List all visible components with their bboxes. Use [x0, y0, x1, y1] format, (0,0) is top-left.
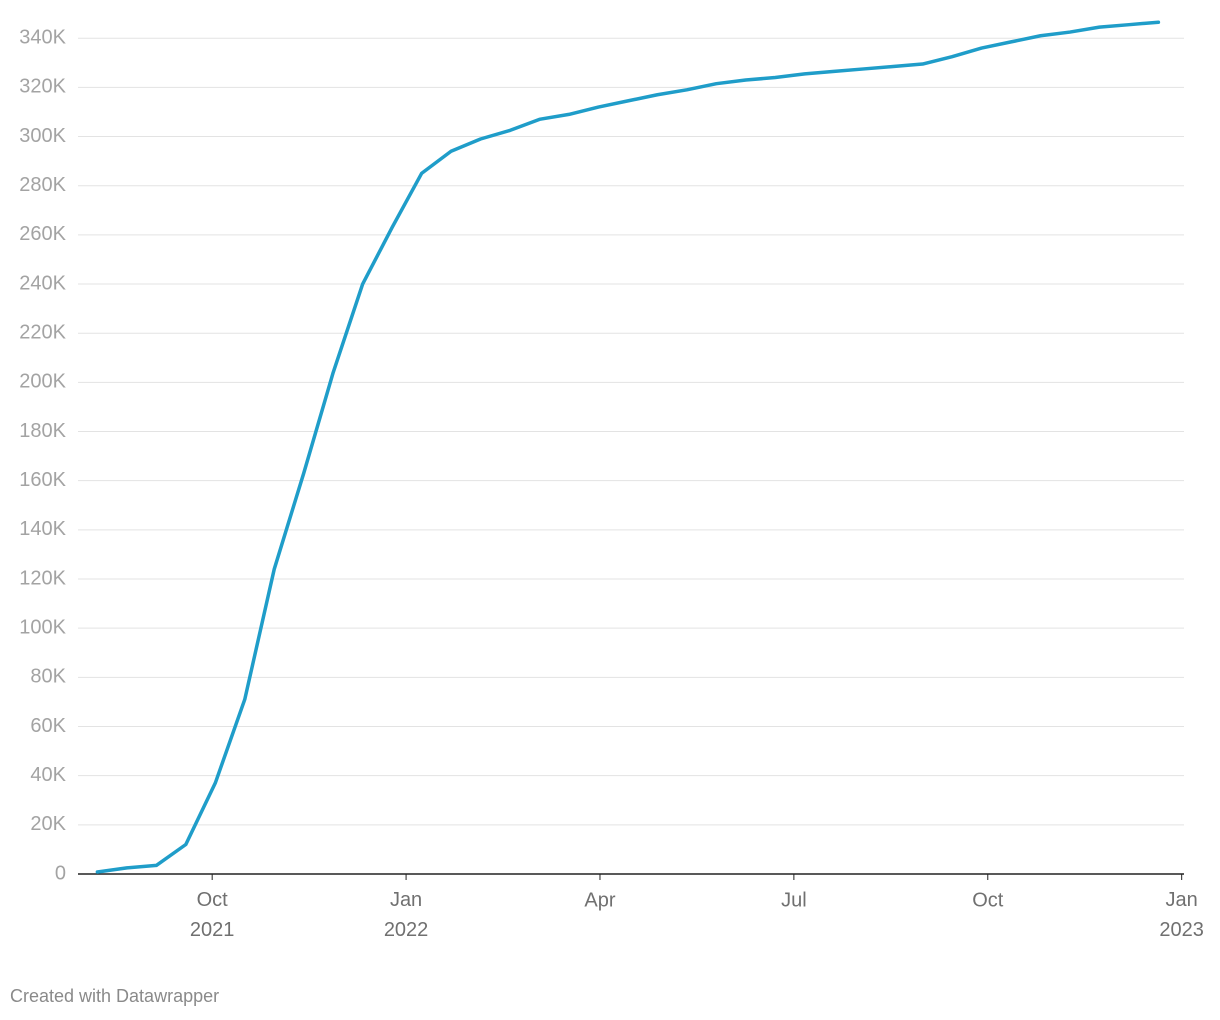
y-tick-label: 180K	[19, 420, 66, 442]
x-tick-label: Jul	[781, 889, 807, 911]
x-tick-label-line: Jan	[1166, 889, 1198, 911]
y-tick-label: 80K	[30, 666, 66, 688]
line	[95, 20, 1161, 874]
y-tick-label: 120K	[19, 567, 66, 589]
y-tick-label: 140K	[19, 518, 66, 540]
y-tick-label: 0	[55, 862, 66, 884]
y-tick-label: 240K	[19, 272, 66, 294]
x-tick-label-line: Jan	[390, 889, 422, 911]
y-tick-label: 200K	[19, 371, 66, 393]
x-tick-label: Jan 2023	[1159, 889, 1204, 941]
y-tick-label: 340K	[19, 26, 66, 48]
y-tick-label: 260K	[19, 223, 66, 245]
y-tick-label: 160K	[19, 469, 66, 491]
x-tick-label-line: 2022	[384, 919, 429, 941]
y-tick-label: 100K	[19, 616, 66, 638]
y-tick-label: 20K	[30, 813, 66, 835]
x-tick-label: Apr	[584, 889, 615, 911]
x-tick-label-line: 2023	[1159, 919, 1204, 941]
x-tick-label-line: Oct	[197, 889, 229, 911]
x-tick-label: Oct 2021	[190, 889, 235, 941]
x-tick-label-line: 2021	[190, 919, 235, 941]
y-tick-label: 300K	[19, 125, 66, 147]
credit: Created with Datawrapper	[10, 986, 219, 1006]
y-tick-label: 320K	[19, 76, 66, 98]
y-tick-label: 220K	[19, 321, 66, 343]
y-tick-label: 280K	[19, 174, 66, 196]
x-tick-label: Oct	[972, 889, 1004, 911]
x-tick-label: Jan 2022	[384, 889, 429, 941]
y-tick-label: 40K	[30, 764, 66, 786]
y-tick-label: 60K	[30, 715, 66, 737]
